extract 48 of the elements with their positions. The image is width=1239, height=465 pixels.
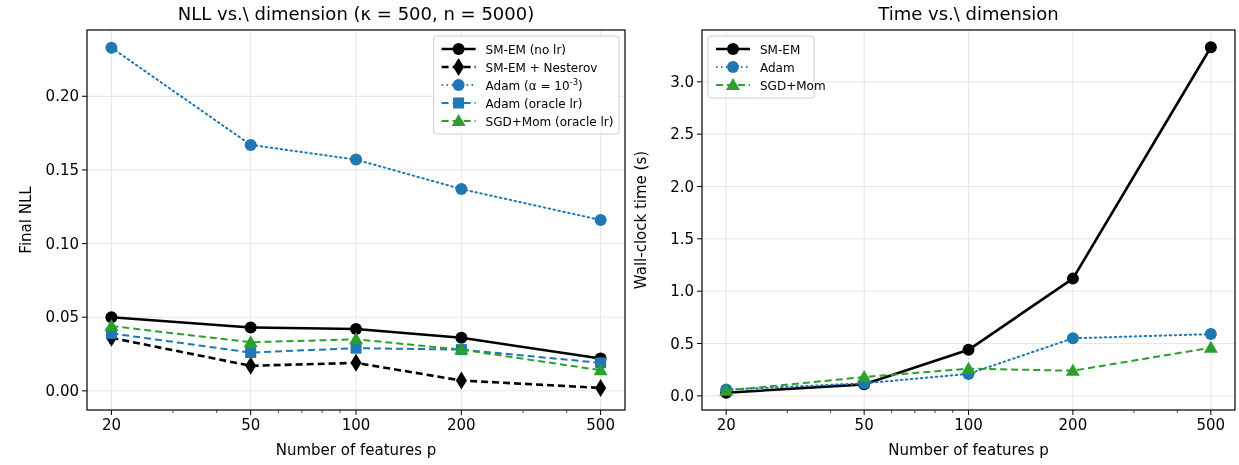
legend-label: SGD+Mom (oracle lr) <box>485 114 614 129</box>
point <box>962 343 975 356</box>
point <box>1204 41 1217 54</box>
x-tick-label: 50 <box>854 416 874 434</box>
legend-label: SM-EM <box>760 42 801 57</box>
x-tick-label: 20 <box>716 416 736 434</box>
point <box>105 41 118 54</box>
point <box>593 363 608 376</box>
x-tick-label: 20 <box>101 416 121 434</box>
legend-label: Adam (α = 10$^{-3}$) <box>485 76 583 93</box>
x-tick-label: 500 <box>1196 416 1226 434</box>
y-tick-label: 0.00 <box>45 381 79 400</box>
x-tick-label: 100 <box>954 416 983 434</box>
x-tick-label: 200 <box>447 416 476 434</box>
point <box>349 332 364 345</box>
y-tick-label: 1.5 <box>670 229 694 248</box>
x-tick-label: 500 <box>586 416 615 434</box>
x-axis-title: Number of features p <box>888 441 1049 459</box>
legend-label: Adam <box>760 60 795 75</box>
x-tick-label: 200 <box>1058 416 1088 434</box>
legend-label: SM-EM + Nesterov <box>485 60 598 75</box>
legend-label: SGD+Mom <box>760 78 826 93</box>
chart-title: NLL vs.\ dimension (κ = 500, n = 5000) <box>177 3 535 24</box>
legend-label: Adam (oracle lr) <box>485 96 583 111</box>
point <box>961 361 976 374</box>
chart-title: Time vs.\ dimension <box>877 3 1059 24</box>
y-axis-title: Wall-clock time (s) <box>632 150 650 290</box>
point <box>104 319 119 332</box>
point <box>350 322 363 335</box>
x-axis-title: Number of features p <box>275 441 437 459</box>
y-tick-label: 0.15 <box>45 160 79 179</box>
y-tick-label: 2.0 <box>670 177 694 196</box>
y-tick-label: 0.05 <box>45 308 79 327</box>
y-tick-label: 0.20 <box>45 87 79 106</box>
point <box>1203 340 1218 353</box>
y-tick-label: 0.5 <box>670 334 694 353</box>
y-axis-title: Final NLL <box>17 185 35 254</box>
y-tick-label: 0.0 <box>670 386 694 405</box>
x-tick-label: 50 <box>241 416 261 434</box>
point <box>350 153 363 166</box>
x-tick-label: 100 <box>341 416 371 434</box>
legend-label: SM-EM (no lr) <box>485 42 567 57</box>
y-tick-label: 1.0 <box>670 282 694 301</box>
point <box>594 214 607 226</box>
y-tick-label: 2.5 <box>670 125 694 144</box>
point <box>1204 328 1217 341</box>
y-tick-label: 0.10 <box>45 234 79 253</box>
y-tick-label: 3.0 <box>670 72 694 91</box>
